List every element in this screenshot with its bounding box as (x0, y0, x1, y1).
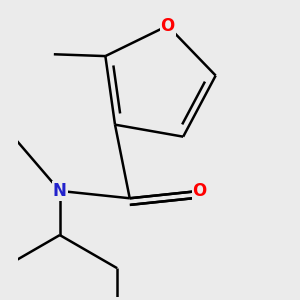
Text: N: N (53, 182, 67, 200)
Text: O: O (160, 17, 175, 35)
Text: O: O (193, 182, 207, 200)
